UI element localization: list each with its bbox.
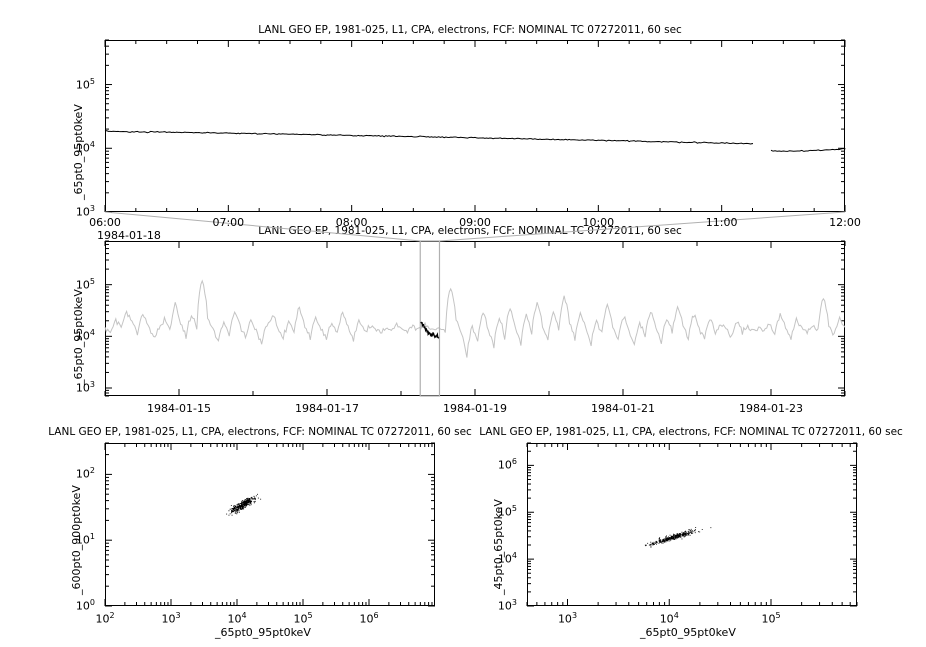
middle-selected-trace: [420, 321, 440, 339]
top-xtick-1: 07:00: [212, 216, 245, 229]
bl-ytick-0: 100: [75, 598, 95, 613]
bottom-left-plot-frame: [105, 443, 435, 606]
br-scatter-points: [644, 527, 712, 548]
top-ytick-4: 104: [75, 140, 95, 155]
bl-ytick-1: 101: [75, 532, 95, 547]
middle-context-trace: [104, 279, 846, 358]
bottom-right-panel-title: LANL GEO EP, 1981-025, L1, CPA, electron…: [479, 426, 903, 438]
middle-ytick-4: 104: [75, 328, 95, 343]
zoom-region-box: [419, 240, 441, 397]
br-xtick-1: 104: [659, 611, 679, 626]
top-date-label: 1984-01-18: [97, 229, 161, 242]
middle-ytick-3: 103: [75, 379, 95, 395]
br-ytick-3: 103: [497, 598, 517, 613]
top-xtick-2: 08:00: [335, 216, 368, 229]
top-xtick-5: 11:00: [705, 216, 738, 229]
bottom-left-panel-title: LANL GEO EP, 1981-025, L1, CPA, electron…: [48, 426, 472, 438]
zoom-connector-left: [104, 211, 421, 242]
top-xtick-0: 06:00: [89, 216, 121, 229]
middle-xtick-0: 1984-01-15: [147, 402, 211, 415]
middle-xtick-4: 1984-01-23: [739, 402, 803, 415]
middle-xtick-3: 1984-01-21: [591, 402, 655, 415]
bl-xtick-1: 103: [161, 611, 181, 626]
bl-xtick-4: 106: [359, 611, 379, 626]
zoom-connector-right: [439, 211, 846, 242]
middle-xtick-2: 1984-01-19: [443, 402, 507, 415]
top-panel-title: LANL GEO EP, 1981-025, L1, CPA, electron…: [258, 24, 682, 36]
top-xtick-6: 12:00: [829, 216, 861, 229]
top-ytick-3: 103: [75, 204, 95, 219]
middle-panel-title: LANL GEO EP, 1981-025, L1, CPA, electron…: [258, 225, 682, 237]
br-ytick-6: 106: [497, 457, 517, 473]
bl-xtick-2: 104: [227, 611, 247, 626]
br-ytick-5: 105: [497, 504, 517, 519]
bottom-left-x-axis-label: _65pt0_95pt0keV: [215, 626, 311, 639]
middle-xtick-1: 1984-01-17: [295, 402, 359, 415]
top-trace-1: [770, 147, 846, 152]
br-xtick-0: 103: [557, 611, 578, 626]
bl-xtick-3: 105: [293, 611, 313, 626]
middle-ytick-5: 105: [75, 276, 95, 292]
br-xtick-2: 105: [761, 611, 781, 626]
br-ytick-4: 104: [497, 551, 517, 566]
bottom-right-x-axis-label: _65pt0_95pt0keV: [640, 626, 736, 639]
bl-ytick-2: 102: [75, 466, 95, 482]
top-trace-0: [104, 130, 753, 145]
bl-scatter-points: [226, 493, 262, 516]
top-ytick-5: 105: [75, 76, 95, 92]
top-xtick-3: 09:00: [459, 216, 491, 229]
top-xtick-4: 10:00: [582, 216, 615, 229]
bottom-right-plot-frame: [527, 443, 857, 606]
bl-xtick-0: 102: [95, 611, 115, 626]
